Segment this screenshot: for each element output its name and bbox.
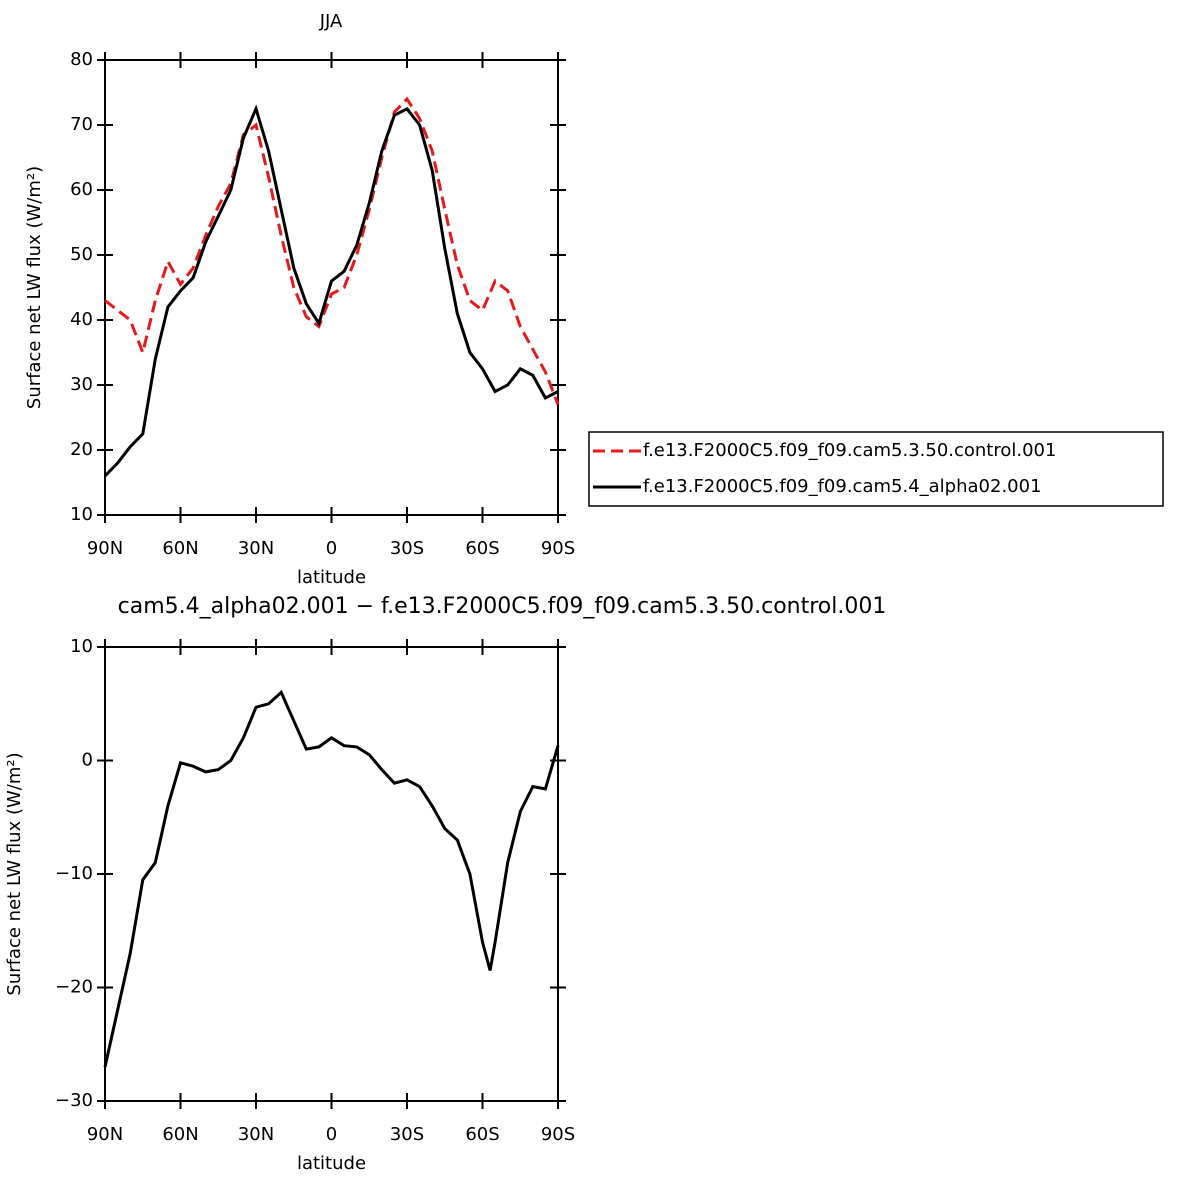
legend-label: f.e13.F2000C5.f09_f09.cam5.4_alpha02.001 (643, 476, 1042, 497)
plot-frame (104, 59, 559, 516)
data-line (103, 104, 559, 478)
x-tick-label: 60S (465, 1124, 499, 1145)
y-tick-label: 40 (70, 309, 93, 330)
data-line (103, 689, 560, 1068)
y-tick-label: 60 (70, 179, 93, 200)
x-axis-label: latitude (297, 1153, 366, 1174)
y-tick-label: −30 (55, 1090, 93, 1111)
y-tick-label: 70 (70, 114, 93, 135)
x-tick-label: 30N (238, 538, 274, 559)
y-tick-label: −20 (55, 977, 93, 998)
y-axis-label: Surface net LW flux (W/m²) (4, 752, 25, 995)
y-axis-label: Surface net LW flux (W/m²) (24, 166, 45, 409)
data-line (104, 96, 560, 406)
y-tick-label: 20 (70, 439, 93, 460)
y-tick-label: 10 (70, 636, 93, 657)
chart-title: cam5.4_alpha02.001 − f.e13.F2000C5.f09_f… (118, 594, 887, 619)
x-tick-label: 0 (326, 538, 337, 559)
y-tick-label: −10 (55, 863, 93, 884)
legend-label: f.e13.F2000C5.f09_f09.cam5.3.50.control.… (643, 440, 1056, 461)
x-tick-label: 90S (541, 1124, 575, 1145)
x-tick-label: 60N (162, 1124, 198, 1145)
x-tick-label: 30S (390, 1124, 424, 1145)
plot-frame (104, 646, 559, 1102)
x-tick-label: 90N (87, 538, 123, 559)
legend-box (588, 431, 1164, 507)
y-tick-label: 50 (70, 244, 93, 265)
x-tick-label: 90S (541, 538, 575, 559)
y-tick-label: 0 (82, 750, 93, 771)
x-tick-label: 30S (390, 538, 424, 559)
x-axis-label: latitude (297, 567, 366, 588)
x-tick-label: 60N (162, 538, 198, 559)
y-tick-label: 30 (70, 374, 93, 395)
x-tick-label: 90N (87, 1124, 123, 1145)
x-tick-label: 60S (465, 538, 499, 559)
y-tick-label: 80 (70, 49, 93, 70)
x-tick-label: 30N (238, 1124, 274, 1145)
y-tick-label: 10 (70, 504, 93, 525)
chart-title: JJA (319, 11, 343, 32)
x-tick-label: 0 (326, 1124, 337, 1145)
